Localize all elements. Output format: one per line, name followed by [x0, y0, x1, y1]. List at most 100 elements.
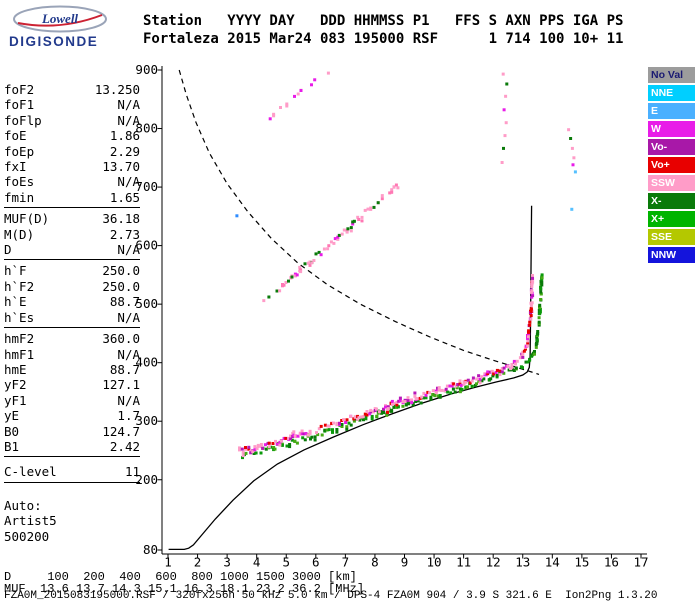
param-label: hmF2 [4, 331, 35, 347]
param-group: MUF(D) 36.18 M(D) 2.73 D N/A [4, 211, 140, 261]
echo-trace-F2-O-trace [238, 274, 535, 458]
param-value: N/A [117, 112, 140, 128]
param-label: h`Es [4, 309, 35, 325]
echo-status-legend: No Val NNE E W Vo- Vo+ SSW X- X+ SSE NNW [648, 67, 695, 265]
x-axis-tick-label: 15 [574, 555, 589, 570]
param-row: C-level 11 [4, 464, 140, 479]
param-label: h`F [4, 263, 27, 279]
x-axis-tick-label: 17 [633, 555, 648, 570]
param-label: yF1 [4, 392, 27, 408]
header-station-values: Fortaleza 2015 Mar24 083 195000 RSF 1 71… [143, 31, 624, 47]
param-value: 250.0 [102, 278, 140, 294]
x-axis-tick-label: 7 [342, 555, 350, 570]
param-value: 1.86 [109, 128, 140, 144]
legend-item-e: E [648, 103, 695, 119]
legend-item-nnw: NNW [648, 247, 695, 263]
logo-graphic: Lowell DIGISONDE [9, 5, 107, 49]
param-row: foEs N/A [4, 174, 140, 189]
legend-item-vo-: Vo- [648, 139, 695, 155]
x-axis-tick-label: 2 [194, 555, 202, 570]
ionogram-plot: 900 800 700 600 500 400 300 200 80 1 2 3 4 5 6 7 8 9 10 11 1… [128, 60, 700, 580]
param-label: yE [4, 408, 20, 424]
transmission-curve-dashed [178, 69, 540, 375]
param-row: M(D) 2.73 [4, 227, 140, 242]
param-row: h`Es N/A [4, 310, 140, 325]
param-value: 1.7 [117, 408, 140, 424]
param-label: fmin [4, 189, 35, 205]
x-axis-tick-label: 4 [253, 555, 261, 570]
param-label: foF2 [4, 82, 35, 97]
param-label: fxI [4, 159, 27, 175]
param-row: hmE 88.7 [4, 362, 140, 377]
logo-digisonde-text: DIGISONDE [9, 34, 98, 49]
legend-item-sse: SSE [648, 229, 695, 245]
param-row: B1 2.42 [4, 439, 140, 454]
logo-swoosh [17, 14, 103, 27]
echo-trace-top-diagonal-trace [268, 71, 330, 121]
x-axis-tick-label: 1 [164, 555, 172, 570]
param-value: N/A [117, 242, 140, 258]
y-axis-tick-label: 300 [135, 413, 158, 428]
param-row: h`F 250.0 [4, 263, 140, 278]
param-row: foF1 N/A [4, 97, 140, 112]
param-label: foFlp [4, 112, 42, 128]
autoscaling-line: 500200 [4, 528, 50, 544]
file-info-row: FZA0M_2015083195000.RSF / 320fx256h 50 k… [4, 590, 658, 602]
param-label: B1 [4, 438, 20, 454]
param-label: D [4, 242, 12, 258]
autoscaling-line: Artist5 [4, 513, 57, 529]
param-label: foEp [4, 143, 35, 159]
y-axis-tick-label: 200 [135, 472, 158, 487]
x-axis-tick-label: 9 [401, 555, 409, 570]
param-value: 11 [124, 464, 140, 480]
legend-item-vo+: Vo+ [648, 157, 695, 173]
param-value: 13.250 [94, 82, 140, 97]
legend-item-x-: X- [648, 193, 695, 209]
param-label: C-level [4, 464, 57, 480]
param-group: hmF2 360.0 hmF1 N/A hmE 88.7 yF2 127.1 yF1 N/A yE 1… [4, 331, 140, 458]
param-group: h`F 250.0 h`F2 250.0 h`E 88.7 h`Es N/A [4, 263, 140, 329]
autoscaling-info: Auto: Artist5 500200 [4, 498, 140, 544]
legend-item-nne: NNE [648, 85, 695, 101]
y-axis-tick-label: 700 [135, 179, 158, 194]
param-value: 36.18 [102, 211, 140, 227]
param-row: D N/A [4, 242, 140, 257]
param-label: h`F2 [4, 278, 35, 294]
param-label: yF2 [4, 377, 27, 393]
echo-trace-second-hop-trace [262, 183, 400, 303]
autoscaling-line: Auto: [4, 497, 42, 513]
param-value: 13.70 [102, 159, 140, 175]
param-row: foF2 13.250 [4, 82, 140, 97]
param-row: foEp 2.29 [4, 144, 140, 159]
x-axis-tick-label: 11 [456, 555, 471, 570]
param-value: N/A [117, 174, 140, 190]
param-label: h`E [4, 294, 27, 310]
y-axis-tick-label: 600 [135, 238, 158, 253]
param-row: yF2 127.1 [4, 377, 140, 392]
param-label: MUF(D) [4, 211, 50, 227]
param-value: N/A [117, 309, 140, 325]
d-distance-row: D 100 200 400 600 800 1000 1500 3000 [km… [4, 570, 357, 584]
param-value: 1.65 [109, 189, 140, 205]
y-axis-tick-label: 800 [135, 121, 158, 136]
param-label: B0 [4, 423, 20, 439]
param-value: 124.7 [102, 423, 140, 439]
param-row: foE 1.86 [4, 128, 140, 143]
param-row: hmF1 N/A [4, 347, 140, 362]
x-axis-tick-label: 13 [515, 555, 530, 570]
legend-item-ssw: SSW [648, 175, 695, 191]
parameter-panel: foF2 13.250 foF1 N/A foFlp N/A foE 1.86 foEp 2.29… [4, 82, 140, 544]
legend-item-w: W [648, 121, 695, 137]
x-axis-tick-label: 8 [371, 555, 379, 570]
param-label: hmF1 [4, 346, 35, 362]
param-row: MUF(D) 36.18 [4, 211, 140, 226]
y-axis-tick-label: 80 [143, 542, 158, 557]
param-value: 127.1 [102, 377, 140, 393]
param-value: 2.29 [109, 143, 140, 159]
param-value: N/A [117, 346, 140, 362]
legend-item-no-val: No Val [648, 67, 695, 83]
param-group: C-level 11 [4, 464, 140, 483]
param-row: B0 124.7 [4, 424, 140, 439]
param-value: 360.0 [102, 331, 140, 347]
